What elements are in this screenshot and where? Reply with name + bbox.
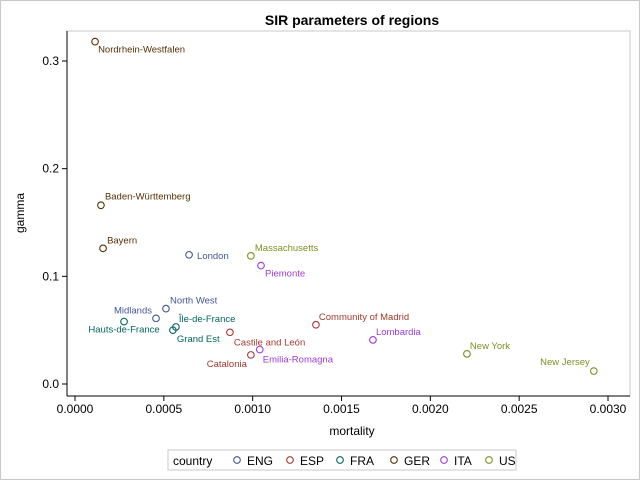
y-tick-label: 0.0	[42, 377, 59, 391]
legend-entry: ITA	[454, 454, 472, 468]
data-point	[369, 336, 377, 344]
data-point	[162, 304, 170, 313]
legend-marker	[286, 456, 294, 464]
data-point	[91, 37, 99, 46]
legend-marker	[233, 456, 241, 464]
point-label: Massachusetts	[255, 243, 319, 254]
point-label: Emilia-Romagna	[263, 355, 334, 366]
legend-title: country	[173, 454, 212, 468]
y-tick-label: 0.3	[42, 54, 59, 68]
point-label: Nordrhein-Westfalen	[98, 45, 185, 56]
x-tick-label: 0.0010	[234, 402, 271, 416]
data-point	[257, 261, 265, 270]
legend: country ENG ESP FRA GER ITA US	[167, 449, 517, 471]
data-point	[169, 326, 177, 335]
data-point	[185, 250, 193, 259]
legend-marker	[390, 456, 398, 464]
data-point	[255, 345, 264, 354]
data-point	[120, 317, 128, 326]
data-point	[463, 350, 471, 358]
x-tick-label: 0.0000	[57, 402, 94, 416]
point-label: Hauts-de-France	[88, 325, 159, 336]
point-label: Lombardia	[376, 327, 422, 338]
point-label: Castile and León	[234, 337, 305, 348]
legend-entry: GER	[404, 454, 430, 468]
data-point	[312, 320, 320, 329]
data-point	[247, 351, 255, 359]
data-point	[226, 328, 234, 337]
point-label: New York	[470, 341, 510, 352]
x-tick-label: 0.0005	[145, 402, 182, 416]
point-label: North West	[170, 296, 218, 307]
y-tick-label: 0.2	[42, 162, 59, 176]
point-label: Piemonte	[265, 269, 305, 280]
legend-entry: ENG	[247, 454, 273, 468]
data-point	[247, 252, 255, 260]
legend-marker	[485, 456, 493, 464]
x-tick-label: 0.0015	[323, 402, 360, 416]
data-point	[589, 367, 598, 375]
legend-marker	[336, 456, 344, 464]
y-axis-label: gamma	[13, 193, 27, 233]
chart-title: SIR parameters of regions	[265, 12, 439, 28]
point-label: Bayern	[107, 235, 137, 246]
x-tick-label: 0.0020	[412, 402, 449, 416]
point-label: Catalonia	[207, 359, 248, 370]
y-tick-label: 0.1	[42, 269, 59, 283]
legend-entry: FRA	[350, 454, 374, 468]
plot-area	[66, 30, 631, 397]
legend-entry: US	[499, 454, 516, 468]
point-label: Baden-Württemberg	[105, 191, 191, 202]
point-label: Midlands	[114, 305, 152, 316]
x-axis-label: mortality	[329, 424, 374, 438]
legend-entry: ESP	[300, 454, 324, 468]
point-label: New Jersey	[540, 357, 590, 368]
data-point	[99, 244, 107, 253]
point-label: Grand Est	[177, 334, 220, 345]
x-tick-label: 0.0030	[590, 402, 627, 416]
point-label: Community of Madrid	[319, 312, 409, 323]
legend-marker	[440, 456, 448, 464]
x-tick-label: 0.0025	[501, 402, 538, 416]
data-point	[97, 201, 105, 210]
data-point	[152, 314, 160, 323]
legend-box	[167, 449, 517, 471]
point-label: London	[197, 251, 229, 262]
point-label: Île-de-France	[178, 314, 236, 325]
